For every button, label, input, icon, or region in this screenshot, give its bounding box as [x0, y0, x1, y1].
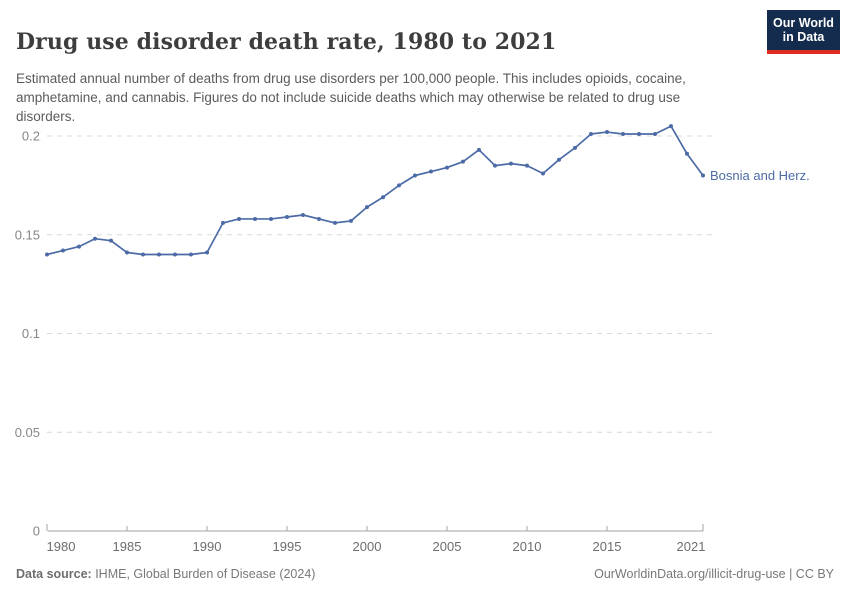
page-title: Drug use disorder death rate, 1980 to 20… — [16, 28, 557, 55]
y-tick-label: 0 — [33, 524, 40, 539]
data-point-marker[interactable] — [413, 173, 417, 178]
owid-logo[interactable]: Our World in Data — [767, 10, 840, 54]
x-tick-label: 1980 — [47, 539, 76, 554]
x-tick-label: 2015 — [593, 539, 622, 554]
data-point-marker[interactable] — [189, 252, 193, 257]
x-tick-label: 1995 — [273, 539, 302, 554]
data-point-marker[interactable] — [541, 171, 545, 176]
data-source[interactable]: Data source: IHME, Global Burden of Dise… — [16, 567, 315, 581]
data-point-marker[interactable] — [429, 169, 433, 174]
data-point-marker[interactable] — [653, 132, 657, 137]
data-point-marker[interactable] — [205, 250, 209, 255]
data-point-marker[interactable] — [605, 130, 609, 135]
data-point-marker[interactable] — [125, 250, 129, 255]
data-point-marker[interactable] — [269, 216, 273, 221]
x-tick-label: 2010 — [513, 539, 542, 554]
data-point-marker[interactable] — [637, 132, 641, 137]
data-point-marker[interactable] — [93, 236, 97, 241]
y-tick-label: 0.15 — [15, 227, 40, 242]
data-point-marker[interactable] — [461, 159, 465, 164]
owid-logo-text: Our World in Data — [767, 10, 840, 50]
data-point-marker[interactable] — [669, 124, 673, 129]
data-point-marker[interactable] — [397, 183, 401, 188]
data-point-marker[interactable] — [445, 165, 449, 170]
series-end-label[interactable]: Bosnia and Herz. — [710, 168, 810, 183]
data-point-marker[interactable] — [61, 248, 65, 253]
data-point-marker[interactable] — [333, 220, 337, 225]
data-point-marker[interactable] — [237, 216, 241, 221]
data-point-marker[interactable] — [381, 195, 385, 200]
data-point-marker[interactable] — [317, 216, 321, 221]
data-point-marker[interactable] — [109, 238, 113, 243]
data-point-marker[interactable] — [557, 157, 561, 162]
x-tick-label: 1990 — [193, 539, 222, 554]
data-point-marker[interactable] — [173, 252, 177, 257]
data-point-marker[interactable] — [285, 214, 289, 219]
data-point-marker[interactable] — [477, 147, 481, 152]
owid-logo-line2: in Data — [782, 30, 825, 45]
chart-footer: Data source: IHME, Global Burden of Dise… — [16, 567, 834, 581]
series-line[interactable] — [46, 125, 704, 256]
owid-logo-line1: Our World — [773, 16, 834, 30]
x-tick-label: 1985 — [113, 539, 142, 554]
data-point-marker[interactable] — [141, 252, 145, 257]
data-point-marker[interactable] — [77, 244, 81, 249]
data-point-marker[interactable] — [493, 163, 497, 168]
x-tick-label: 2000 — [353, 539, 382, 554]
y-tick-label: 0.1 — [22, 326, 40, 341]
data-point-marker[interactable] — [525, 163, 529, 168]
data-point-marker[interactable] — [621, 132, 625, 137]
data-point-marker[interactable] — [301, 213, 305, 217]
y-tick-label: 0.2 — [22, 129, 40, 144]
chart-subtitle: Estimated annual number of deaths from d… — [16, 70, 686, 124]
data-source-label: Data source: — [16, 567, 92, 581]
data-point-marker[interactable] — [685, 151, 689, 156]
data-point-marker[interactable] — [589, 132, 593, 137]
data-point-marker[interactable] — [365, 205, 369, 210]
data-point-marker[interactable] — [349, 218, 353, 223]
data-point-marker[interactable] — [45, 252, 49, 257]
data-point-marker[interactable] — [701, 173, 705, 178]
x-tick-label: 2021 — [677, 539, 706, 554]
footer-link[interactable]: OurWorldinData.org/illicit-drug-use | CC… — [594, 567, 834, 581]
data-point-marker[interactable] — [157, 252, 161, 257]
owid-logo-accent-bar — [767, 49, 840, 54]
data-point-marker[interactable] — [253, 216, 257, 221]
data-source-text: IHME, Global Burden of Disease (2024) — [91, 567, 316, 581]
data-point-marker[interactable] — [509, 161, 513, 166]
y-tick-label: 0.05 — [15, 425, 40, 440]
x-tick-label: 2005 — [433, 539, 462, 554]
data-point-marker[interactable] — [221, 220, 225, 225]
data-point-marker[interactable] — [573, 145, 577, 150]
